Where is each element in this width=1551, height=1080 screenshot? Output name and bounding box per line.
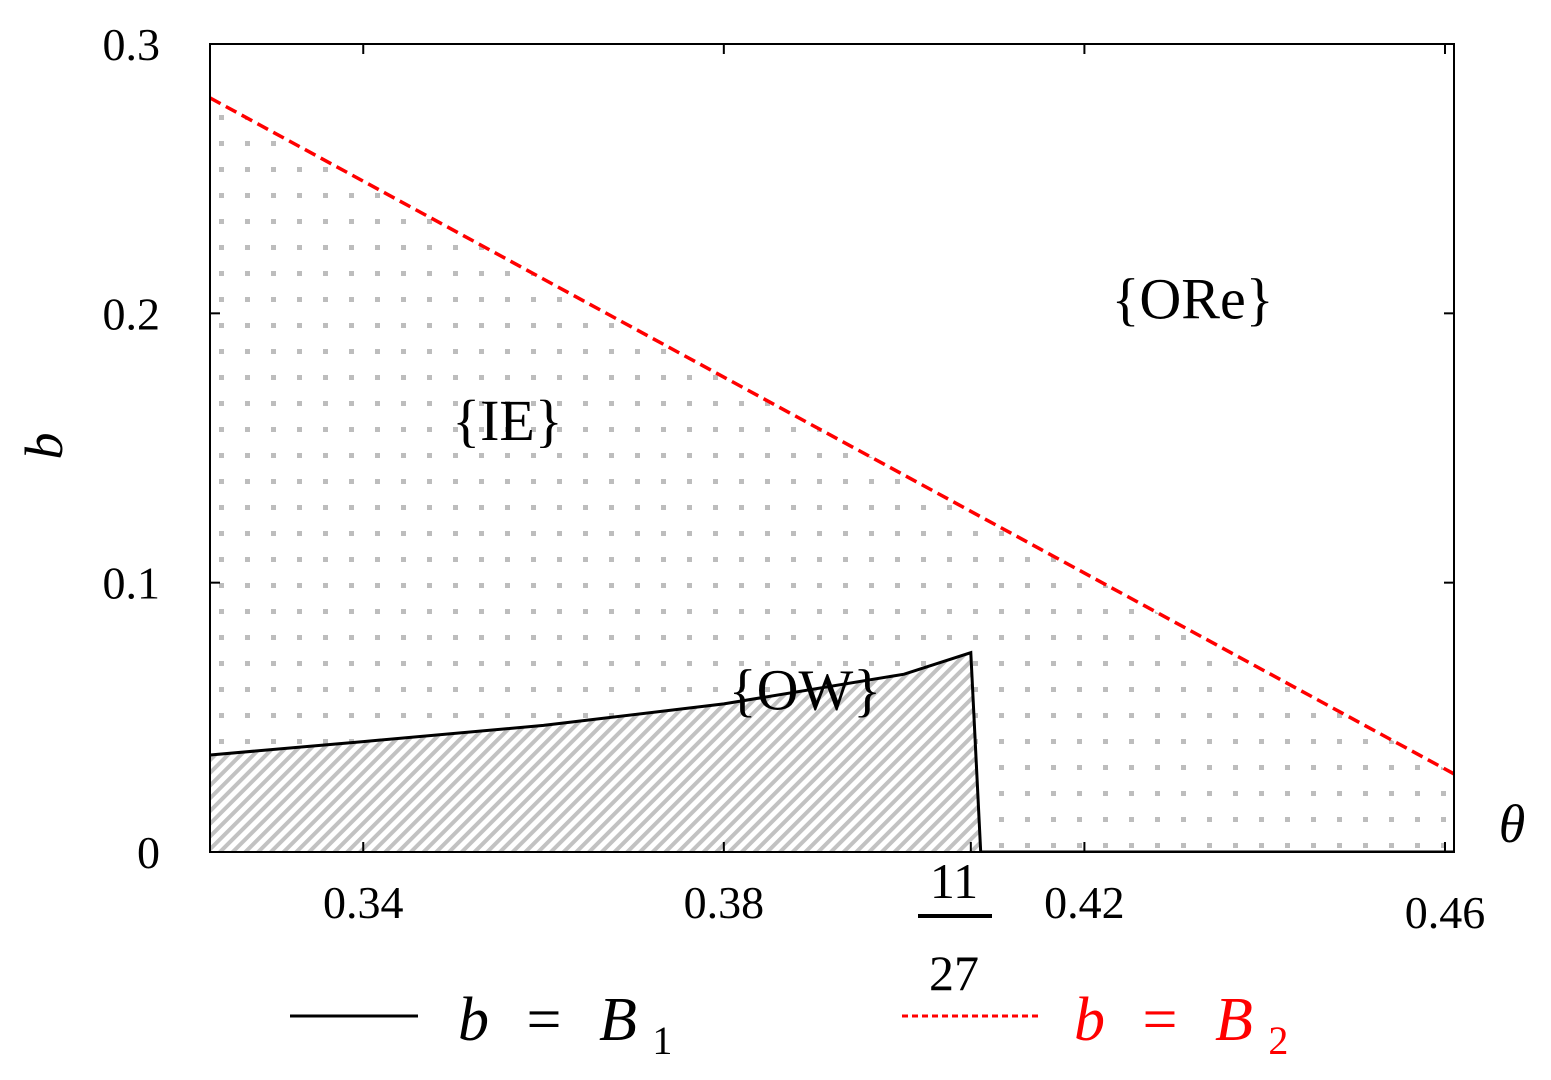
series-line-2 — [210, 96, 1454, 776]
y-axis-label: b — [14, 433, 74, 460]
legend-b2-lhs: b — [1074, 986, 1105, 1054]
legend-b2-eq: = — [1143, 986, 1178, 1054]
region-labels-layer: {IE} {ORe} {OW} — [452, 267, 1273, 723]
plot-frame — [209, 43, 1455, 853]
region-ie-fill — [210, 97, 1454, 852]
legend-b2-sub: 2 — [1268, 1018, 1288, 1063]
fraction-denominator: 27 — [929, 945, 979, 1001]
ticks-layer: 0.34 0.38 0.42 0.46 0 0.1 0.2 0.3 — [103, 19, 1486, 938]
x-axis-label: θ — [1499, 794, 1526, 854]
legend-b2-rhs: B — [1215, 986, 1253, 1054]
x-tick-label: 0.38 — [684, 877, 765, 928]
region-ow-hatch — [210, 652, 981, 852]
fraction-numerator: 11 — [930, 853, 978, 909]
region-label-ie: {IE} — [452, 388, 562, 453]
y-tick-label: 0 — [137, 827, 160, 878]
regions-layer — [210, 97, 1454, 852]
x-tick-label: 0.46 — [1405, 887, 1486, 938]
region-label-ore: {ORe} — [1112, 267, 1274, 332]
x-tick-label: 0.34 — [323, 877, 404, 928]
special-tick-fraction: 11 27 — [918, 853, 992, 1001]
legend-b1-lhs: b — [458, 986, 489, 1054]
series-line-1 — [210, 650, 1454, 852]
x-tick-label: 0.42 — [1044, 877, 1125, 928]
legend: b = B 1 b = B 2 — [290, 986, 1288, 1063]
legend-entry-b1: b = B 1 — [290, 986, 672, 1063]
legend-entry-b2: b = B 2 — [902, 986, 1288, 1063]
legend-b1-rhs: B — [599, 986, 637, 1054]
legend-b1-eq: = — [527, 986, 562, 1054]
legend-label-b1: b = B 1 — [458, 986, 672, 1063]
y-tick-label: 0.3 — [103, 19, 161, 70]
y-tick-label: 0.2 — [103, 288, 161, 339]
legend-b1-sub: 1 — [652, 1018, 672, 1063]
y-tick-label: 0.1 — [103, 558, 161, 609]
legend-label-b2: b = B 2 — [1074, 986, 1288, 1063]
series-layer — [210, 96, 1454, 852]
region-label-ow: {OW} — [729, 657, 881, 722]
